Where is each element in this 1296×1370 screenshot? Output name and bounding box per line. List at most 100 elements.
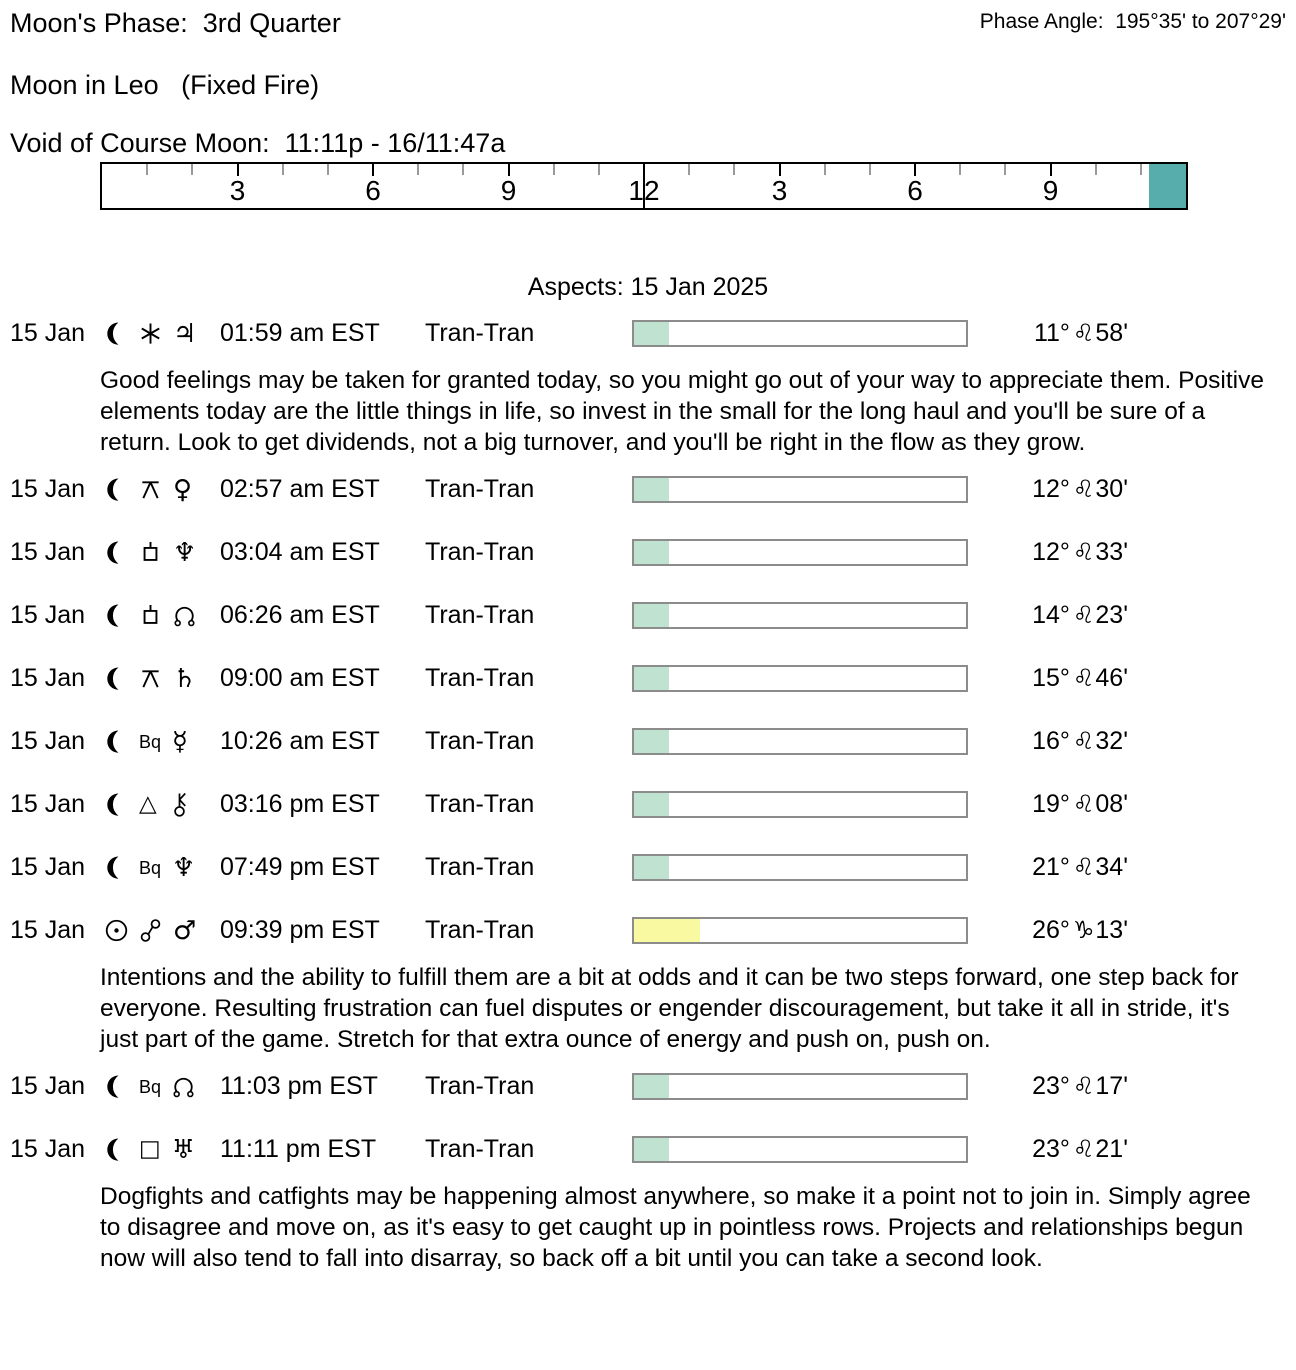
aspect-glyphs xyxy=(105,602,220,629)
aspect-type: Tran-Tran xyxy=(425,1135,535,1163)
phase-angle: Phase Angle: 195°35' to 207°29' xyxy=(979,10,1286,33)
aspect-time: 02:57 am EST xyxy=(220,475,380,503)
position-minutes: 33' xyxy=(1095,538,1128,566)
aspect-glyphs: Bq ♆ xyxy=(105,854,220,881)
aspect-row[interactable]: 15 Jan 06:26 am EST Tran-Tran 14° ♌23' xyxy=(10,584,1296,647)
zodiac-sign-glyph: ♌ xyxy=(1072,319,1095,347)
aspect-time: 07:49 pm EST xyxy=(220,853,380,881)
aspect-orb-bar xyxy=(632,1136,968,1163)
position-degrees: 12° xyxy=(1032,475,1070,503)
position-degrees: 15° xyxy=(1032,664,1070,692)
ruler-tick xyxy=(236,164,239,176)
aspect-type: Tran-Tran xyxy=(425,538,535,566)
ruler-tick xyxy=(914,164,916,176)
quincunx-icon xyxy=(139,476,162,503)
node-icon xyxy=(172,1073,195,1100)
aspects-title: Aspects: 15 Jan 2025 xyxy=(527,273,769,301)
zodiac-sign-glyph: ♑ xyxy=(1072,916,1095,944)
aspect-orb-bar xyxy=(632,917,968,944)
aspect-list: 15 Jan ♃ 01:59 am EST Tran-Tran 11° ♌58' Good … xyxy=(0,302,1296,1274)
aspect-date: 15 Jan xyxy=(10,601,86,629)
aspect-orb-bar-cell xyxy=(632,602,968,629)
aspect-date: 15 Jan xyxy=(10,853,86,881)
aspect-orb-bar-cell xyxy=(632,539,968,566)
moon-icon xyxy=(105,320,128,347)
aspect-row[interactable]: 15 Jan Bq 11:03 pm EST Tran-Tran 23° ♌17' xyxy=(10,1055,1296,1118)
aspect-orb-bar xyxy=(632,320,968,347)
aspect-row[interactable]: 15 Jan Bq ♆ 07:49 pm EST Tran-Tran 21° ♌34' xyxy=(10,836,1296,899)
position-degrees: 21° xyxy=(1032,853,1070,881)
aspect-date: 15 Jan xyxy=(10,319,86,347)
moon-icon xyxy=(105,665,128,692)
ruler-tick xyxy=(326,164,329,175)
aspect-orb-fill xyxy=(634,1138,669,1161)
aspect-row[interactable]: 15 Jan ♄ 09:00 am EST Tran-Tran 15° ♌46' xyxy=(10,647,1296,710)
aspect-orb-bar xyxy=(632,854,968,881)
ruler-tick xyxy=(733,164,736,175)
aspect-position: 12° ♌33' xyxy=(968,538,1128,567)
aspect-row[interactable]: 15 Jan △ 03:16 pm EST Tran-Tran 19° ♌08' xyxy=(10,773,1296,836)
aspect-date: 15 Jan xyxy=(10,727,86,755)
zodiac-sign-glyph: ♌ xyxy=(1072,1072,1095,1100)
aspect-position: 21° ♌34' xyxy=(968,853,1128,882)
aspect-orb-bar-cell xyxy=(632,665,968,692)
chiron-icon xyxy=(168,791,191,818)
aspect-glyphs: □ ♅ xyxy=(105,1136,220,1163)
aspect-position: 11° ♌58' xyxy=(968,319,1128,348)
opposition-icon xyxy=(139,917,162,944)
aspect-orb-bar-cell xyxy=(632,791,968,818)
aspect-row[interactable]: 15 Jan □ ♅ 11:11 pm EST Tran-Tran 23° ♌21' xyxy=(10,1118,1296,1181)
ruler-tick xyxy=(1049,164,1052,176)
aspect-time: 03:16 pm EST xyxy=(220,790,380,818)
position-minutes: 34' xyxy=(1095,853,1128,881)
aspect-orb-fill xyxy=(634,1075,669,1098)
aspect-position: 12° ♌30' xyxy=(968,475,1128,504)
aspect-orb-bar xyxy=(632,476,968,503)
mars-icon: ♂ xyxy=(173,915,197,946)
biquintile-icon: Bq xyxy=(139,1076,162,1097)
aspect-row[interactable]: 15 Jan ♀ 02:57 am EST Tran-Tran 12° ♌30' xyxy=(10,458,1296,521)
voc-ruler: 3 6 9 12 3 6 9 xyxy=(100,162,1188,210)
position-minutes: 13' xyxy=(1095,916,1128,944)
aspect-date: 15 Jan xyxy=(10,790,86,818)
ruler-tick xyxy=(191,164,194,175)
neptune-icon: ♆ xyxy=(173,537,197,568)
position-degrees: 19° xyxy=(1032,790,1070,818)
quincunx-icon xyxy=(139,665,162,692)
zodiac-sign-glyph: ♌ xyxy=(1072,601,1095,629)
aspect-row[interactable]: 15 Jan ♂ 09:39 pm EST Tran-Tran 26° ♑13' xyxy=(10,899,1296,962)
aspect-position: 19° ♌08' xyxy=(968,790,1128,819)
aspect-type: Tran-Tran xyxy=(425,475,535,503)
aspect-date: 15 Jan xyxy=(10,916,86,944)
aspect-orb-bar-cell xyxy=(632,476,968,503)
ruler-tick xyxy=(643,164,645,208)
biquintile-icon: Bq xyxy=(139,731,162,752)
aspect-type: Tran-Tran xyxy=(425,319,535,347)
aspect-glyphs: Bq ☿ xyxy=(105,728,220,755)
interpretation-text: Dogfights and catfights may be happening… xyxy=(100,1183,1251,1272)
aspect-glyphs: ♀ xyxy=(105,476,220,503)
aspect-orb-bar xyxy=(632,1073,968,1100)
aspect-orb-bar xyxy=(632,791,968,818)
saturn-icon: ♄ xyxy=(173,663,197,694)
aspect-row[interactable]: 15 Jan Bq ☿ 10:26 am EST Tran-Tran 16° ♌32' xyxy=(10,710,1296,773)
aspect-row[interactable]: 15 Jan ♆ 03:04 am EST Tran-Tran 12° ♌33' xyxy=(10,521,1296,584)
aspect-row[interactable]: 15 Jan ♃ 01:59 am EST Tran-Tran 11° ♌58' xyxy=(10,302,1296,365)
aspect-type: Tran-Tran xyxy=(425,853,535,881)
aspect-orb-fill xyxy=(634,919,701,942)
aspect-time: 11:11 pm EST xyxy=(220,1135,377,1163)
aspect-orb-fill xyxy=(634,541,669,564)
zodiac-sign-glyph: ♌ xyxy=(1072,790,1095,818)
moon-icon xyxy=(105,476,128,503)
aspect-type: Tran-Tran xyxy=(425,1072,535,1100)
trine-icon: △ xyxy=(139,791,157,817)
interpretation-text: Good feelings may be taken for granted t… xyxy=(100,367,1264,456)
aspect-orb-fill xyxy=(634,667,669,690)
ruler-hour-label: 12 xyxy=(628,175,660,206)
ruler-hour-label: 6 xyxy=(907,175,923,206)
aspect-orb-bar-cell xyxy=(632,320,968,347)
ruler-tick xyxy=(417,164,420,175)
aspect-time: 03:04 am EST xyxy=(220,538,380,566)
aspect-time: 06:26 am EST xyxy=(220,601,380,629)
aspect-date: 15 Jan xyxy=(10,1135,86,1163)
